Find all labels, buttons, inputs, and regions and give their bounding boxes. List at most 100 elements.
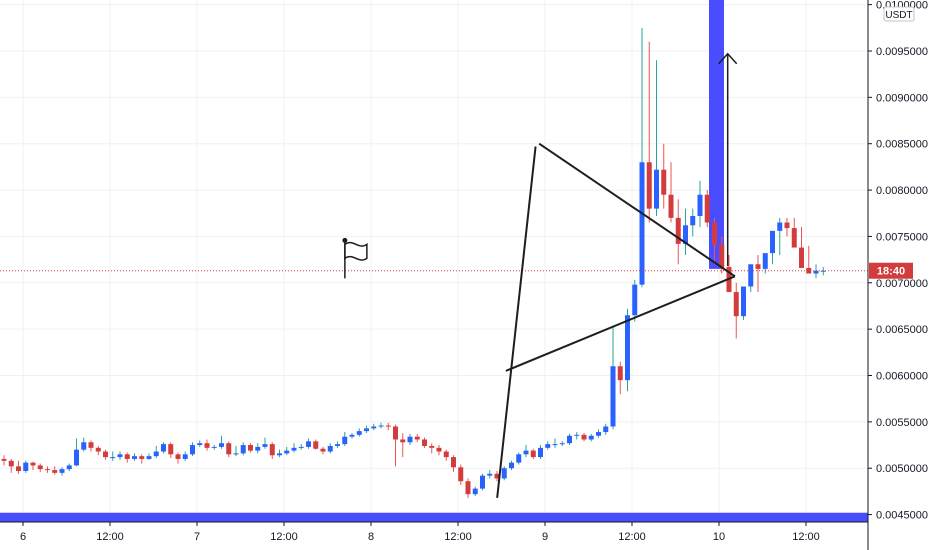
candle bbox=[799, 227, 804, 268]
candle bbox=[646, 41, 652, 223]
candle-body bbox=[719, 244, 725, 268]
candle-body bbox=[52, 470, 58, 473]
candle bbox=[617, 361, 623, 395]
y-tick-label: 0.0080000 bbox=[876, 185, 928, 197]
candle-body bbox=[146, 456, 152, 459]
candle-body bbox=[639, 162, 645, 285]
candle-body bbox=[291, 447, 297, 451]
candle bbox=[733, 282, 739, 339]
candle bbox=[509, 460, 514, 471]
candle bbox=[371, 423, 377, 431]
candle bbox=[59, 467, 65, 476]
candle-body bbox=[813, 270, 819, 274]
candle-body bbox=[820, 270, 826, 272]
candle-body bbox=[117, 454, 123, 458]
candle bbox=[407, 433, 413, 446]
candle bbox=[538, 445, 543, 459]
y-tick-label: 0.0055000 bbox=[876, 417, 928, 429]
candle bbox=[153, 445, 159, 459]
candle-body bbox=[654, 169, 659, 209]
candle-body bbox=[175, 454, 181, 459]
price-countdown-badge: 18:40 bbox=[869, 262, 913, 279]
candle bbox=[588, 433, 594, 442]
candle-body bbox=[704, 194, 710, 223]
candle-body bbox=[516, 454, 522, 463]
candle-body bbox=[480, 475, 485, 489]
candle-body bbox=[356, 431, 362, 435]
candle-body bbox=[596, 432, 601, 436]
candle bbox=[704, 190, 710, 228]
candle-body bbox=[588, 435, 594, 440]
candle-body bbox=[755, 264, 761, 269]
candle bbox=[95, 445, 101, 456]
candle bbox=[320, 446, 326, 455]
candle-body bbox=[777, 222, 783, 231]
candle bbox=[211, 445, 217, 450]
candle-body bbox=[465, 481, 471, 495]
flag-icon bbox=[342, 237, 368, 279]
candle-body bbox=[661, 169, 667, 195]
candle bbox=[683, 208, 688, 255]
candle bbox=[233, 445, 239, 457]
candle-body bbox=[632, 284, 638, 316]
candle-body bbox=[124, 454, 130, 459]
candle bbox=[523, 445, 529, 458]
candle bbox=[567, 433, 572, 446]
candle-body bbox=[436, 447, 442, 452]
candle bbox=[30, 461, 36, 471]
candle bbox=[81, 437, 87, 452]
candle-body bbox=[226, 443, 232, 455]
candle bbox=[400, 432, 406, 458]
candle bbox=[132, 453, 137, 461]
candle-body bbox=[414, 436, 420, 440]
candle bbox=[393, 424, 398, 467]
candle bbox=[1, 455, 7, 466]
candle-body bbox=[407, 436, 413, 443]
candle bbox=[117, 451, 123, 460]
candle bbox=[501, 466, 507, 481]
pennant-upper-line bbox=[538, 142, 736, 278]
candle bbox=[458, 464, 464, 485]
drawings bbox=[0, 52, 868, 499]
candle-body bbox=[646, 162, 652, 209]
y-tick-label: 0.0070000 bbox=[876, 278, 928, 290]
candle bbox=[791, 217, 797, 248]
candle bbox=[175, 452, 181, 464]
candle bbox=[545, 441, 551, 450]
support-zone bbox=[0, 512, 868, 522]
candle-body bbox=[791, 228, 797, 248]
candle bbox=[574, 432, 580, 440]
candle-body bbox=[400, 439, 406, 443]
x-tick-label: 9 bbox=[542, 531, 548, 543]
candle-body bbox=[610, 366, 616, 427]
candle-body bbox=[197, 443, 203, 446]
candle bbox=[197, 440, 203, 447]
candle-body bbox=[66, 465, 72, 470]
candle bbox=[103, 449, 108, 460]
candle bbox=[349, 432, 355, 439]
candle bbox=[364, 425, 369, 433]
candle-body bbox=[567, 435, 572, 444]
candle-body bbox=[95, 447, 101, 452]
grid bbox=[0, 0, 868, 522]
candle-body bbox=[675, 217, 681, 244]
candles bbox=[1, 27, 826, 498]
y-tick-label: 0.0095000 bbox=[876, 46, 928, 58]
candle-body bbox=[8, 460, 14, 467]
candle bbox=[277, 449, 282, 458]
candle bbox=[124, 452, 130, 463]
candle bbox=[697, 180, 703, 228]
candle-body bbox=[161, 444, 166, 452]
candle bbox=[443, 449, 449, 461]
candle-body bbox=[204, 443, 210, 448]
candle-body bbox=[37, 465, 43, 470]
candle-body bbox=[1, 458, 7, 461]
candle-body bbox=[313, 441, 319, 449]
currency-tag: USDT bbox=[883, 6, 915, 22]
candle-body bbox=[393, 426, 398, 440]
y-tick-label: 0.0045000 bbox=[876, 510, 928, 522]
candle bbox=[755, 254, 761, 293]
candle bbox=[45, 466, 50, 473]
y-tick-label: 0.0100000 bbox=[876, 0, 928, 12]
